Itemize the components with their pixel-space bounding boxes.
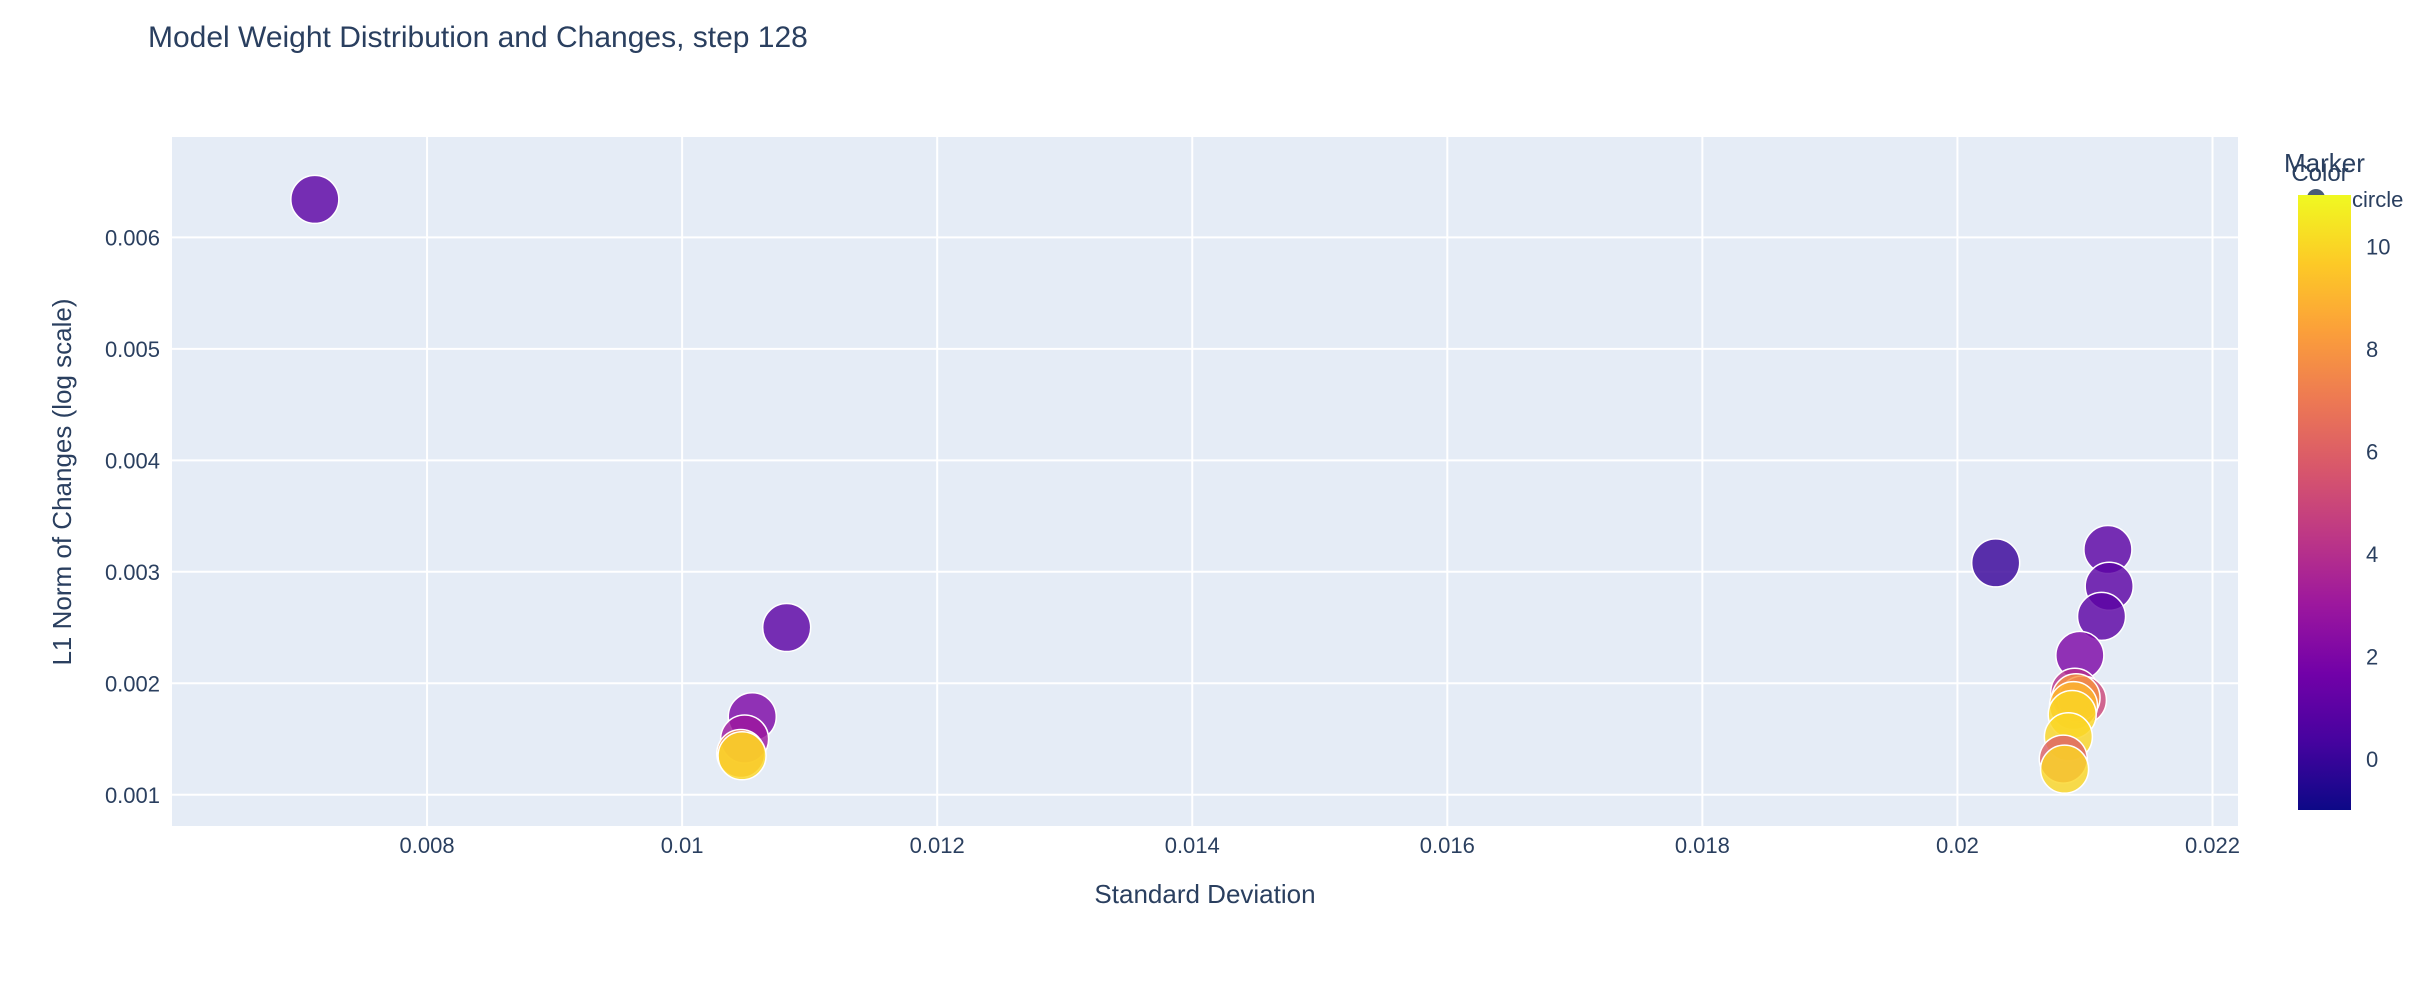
colorbar-tick-label: 0	[2366, 747, 2378, 772]
y-axis-label: L1 Norm of Changes (log scale)	[47, 298, 77, 665]
x-tick-label: 0.016	[1420, 833, 1475, 858]
colorbar-tick-label: 10	[2366, 234, 2390, 259]
x-tick-label: 0.02	[1936, 833, 1979, 858]
plot-area	[172, 137, 2238, 826]
x-axis-label: Standard Deviation	[1094, 879, 1315, 909]
colorbar-gradient	[2298, 195, 2351, 810]
legend: Marker circle	[2284, 148, 2403, 212]
colorbar-tick-label: 4	[2366, 542, 2378, 567]
scatter-point	[290, 174, 340, 225]
x-tick-label: 0.018	[1675, 833, 1730, 858]
scatter-point	[2076, 591, 2127, 642]
x-tick-label: 0.012	[910, 833, 965, 858]
scatter-point	[1970, 538, 2021, 588]
chart-title: Model Weight Distribution and Changes, s…	[148, 21, 808, 54]
colorbar-ticks: 0 2 4 6 8 10	[2366, 234, 2390, 772]
x-tick-label: 0.014	[1165, 833, 1220, 858]
colorbar-title: Color	[2291, 160, 2348, 187]
legend-item-label: circle	[2352, 187, 2403, 212]
x-axis-ticks: 0.008 0.01 0.012 0.014 0.016 0.018 0.02 0.022	[400, 833, 2240, 858]
y-tick-label: 0.001	[105, 783, 160, 808]
gridlines	[172, 137, 2238, 826]
colorbar-tick-label: 8	[2366, 337, 2378, 362]
x-tick-label: 0.008	[400, 833, 455, 858]
y-tick-label: 0.003	[105, 560, 160, 585]
scatter-points	[290, 174, 2134, 794]
colorbar-tick-label: 2	[2366, 644, 2378, 669]
x-tick-label: 0.022	[2185, 833, 2240, 858]
colorbar: Color 0 2 4 6 8 10	[2291, 160, 2390, 810]
colorbar-tick-label: 6	[2366, 439, 2378, 464]
y-tick-label: 0.006	[105, 225, 160, 250]
legend-title: Marker	[2284, 148, 2365, 178]
scatter-point	[761, 602, 812, 653]
scatter-point	[717, 731, 767, 781]
y-axis-ticks: 0.001 0.002 0.003 0.004 0.005 0.006	[105, 225, 160, 807]
y-tick-label: 0.002	[105, 671, 160, 696]
x-tick-label: 0.01	[661, 833, 704, 858]
y-tick-label: 0.004	[105, 448, 160, 473]
y-tick-label: 0.005	[105, 337, 160, 362]
scatter-point	[2039, 744, 2090, 794]
